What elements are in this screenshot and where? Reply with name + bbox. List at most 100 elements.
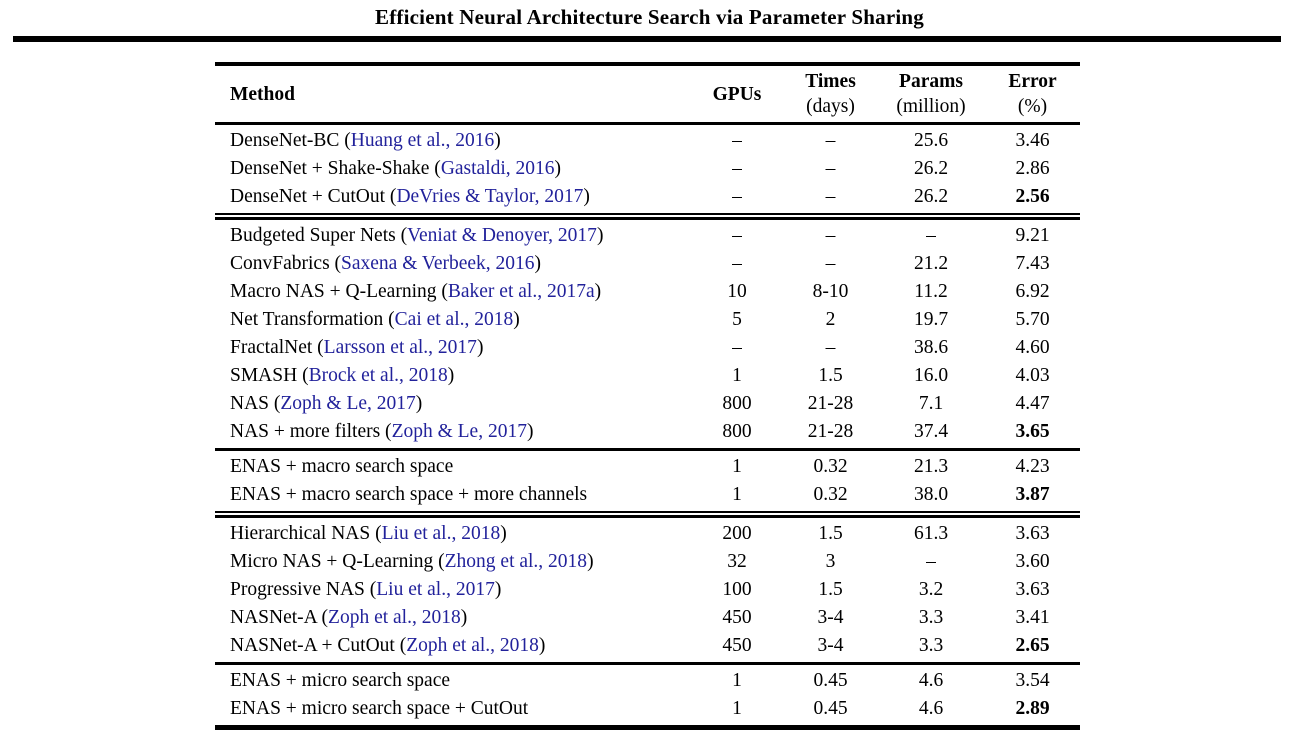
table-row: ENAS + macro search space + more channel… <box>215 481 1080 509</box>
header-rule <box>215 122 1080 125</box>
cell-method: Macro NAS + Q-Learning (Baker et al., 20… <box>215 278 690 306</box>
cell-gpus: – <box>732 253 742 274</box>
cell-params: 3.3 <box>918 607 944 628</box>
cell-times: 1.5 <box>818 523 843 544</box>
cell-times: 1.5 <box>818 579 843 600</box>
cell-times: – <box>825 337 836 358</box>
cell-params: 4.6 <box>918 698 944 719</box>
section-separator-double <box>215 511 1080 518</box>
cell-method: DenseNet + Shake-Shake (Gastaldi, 2016) <box>215 155 690 183</box>
cell-params: 4.6 <box>918 670 944 691</box>
table-body: DenseNet-BC (Huang et al., 2016) – – 25.6 3.… <box>215 125 1080 725</box>
cell-times: 0.32 <box>813 484 848 505</box>
method-name: NAS + more filters ( <box>230 421 392 442</box>
cell-method: NAS + more filters (Zoph & Le, 2017) <box>215 418 690 446</box>
citation-link[interactable]: Huang et al., 2016 <box>350 130 495 151</box>
cell-method: ENAS + micro search space <box>215 667 690 695</box>
cell-params: – <box>926 551 936 572</box>
cell-times: – <box>825 158 836 179</box>
cell-gpus: 10 <box>727 281 747 302</box>
table-row: Progressive NAS (Liu et al., 2017) 100 1.5… <box>215 576 1080 604</box>
citation-link[interactable]: Cai et al., 2018 <box>394 309 514 330</box>
method-name-close: ) <box>534 253 542 274</box>
cell-params: 37.4 <box>913 421 949 442</box>
citation-link[interactable]: Zoph & Le, 2017 <box>391 421 527 442</box>
citation-link[interactable]: Larsson et al., 2017 <box>323 337 477 358</box>
col-header-times: Times (days) <box>805 71 856 117</box>
citation-link[interactable]: Liu et al., 2017 <box>376 579 495 600</box>
cell-gpus: 32 <box>727 551 747 572</box>
table-row: Hierarchical NAS (Liu et al., 2018) 200 1.… <box>215 520 1080 548</box>
method-name: DenseNet + CutOut ( <box>230 186 397 207</box>
method-name: ENAS + micro search space <box>230 670 451 691</box>
cell-gpus: – <box>732 130 742 151</box>
method-name-close: ) <box>500 523 507 544</box>
citation-link[interactable]: Gastaldi, 2016 <box>440 158 555 179</box>
method-name-close: ) <box>476 337 484 358</box>
cell-gpus: 800 <box>722 393 752 414</box>
cell-method: ENAS + macro search space + more channel… <box>215 481 690 509</box>
cell-times: 0.32 <box>813 456 848 477</box>
cell-error: 3.87 <box>1015 484 1050 505</box>
cell-error: 4.47 <box>1015 393 1050 414</box>
cell-method: ConvFabrics (Saxena & Verbeek, 2016) <box>215 250 690 278</box>
method-name: Hierarchical NAS ( <box>230 523 382 544</box>
cell-gpus: 450 <box>722 635 752 656</box>
citation-link[interactable]: DeVries & Taylor, 2017 <box>396 186 584 207</box>
citation-link[interactable]: Zoph & Le, 2017 <box>280 393 416 414</box>
cell-error: 3.41 <box>1015 607 1050 628</box>
cell-times: 21-28 <box>807 421 854 442</box>
table-group: ENAS + macro search space 1 0.32 21.3 4.23 EN… <box>215 451 1080 511</box>
citation-link[interactable]: Liu et al., 2018 <box>381 523 501 544</box>
method-name: DenseNet + Shake-Shake ( <box>230 158 441 179</box>
col-header-params: Params (million) <box>896 71 966 117</box>
cell-gpus: – <box>732 225 742 246</box>
cell-times: 0.45 <box>813 698 848 719</box>
method-name-close: ) <box>596 225 604 246</box>
cell-params: 16.0 <box>913 365 949 386</box>
citation-link[interactable]: Zoph et al., 2018 <box>406 635 539 656</box>
section-separator-double <box>215 213 1080 220</box>
cell-method: NAS (Zoph & Le, 2017) <box>215 390 690 418</box>
table-row: DenseNet-BC (Huang et al., 2016) – – 25.6 3.… <box>215 127 1080 155</box>
table-group: ENAS + micro search space 1 0.45 4.6 3.54 ENA… <box>215 665 1080 725</box>
cell-error: 3.65 <box>1015 421 1050 442</box>
citation-link[interactable]: Saxena & Verbeek, 2016 <box>341 253 535 274</box>
method-name: SMASH ( <box>230 365 309 386</box>
cell-error: 3.63 <box>1015 523 1050 544</box>
citation-link[interactable]: Brock et al., 2018 <box>308 365 448 386</box>
method-name: Budgeted Super Nets ( <box>230 225 408 246</box>
cell-params: 7.1 <box>918 393 944 414</box>
results-table: Method GPUs Times (days) Params (million… <box>215 62 1080 730</box>
table-row: ENAS + micro search space 1 0.45 4.6 3.54 <box>215 667 1080 695</box>
method-name-close: ) <box>538 635 546 656</box>
cell-times: 8-10 <box>812 281 849 302</box>
cell-params: 19.7 <box>913 309 949 330</box>
cell-method: Progressive NAS (Liu et al., 2017) <box>215 576 690 604</box>
citation-link[interactable]: Baker et al., 2017a <box>447 281 595 302</box>
cell-method: DenseNet + CutOut (DeVries & Taylor, 201… <box>215 183 690 211</box>
method-name-close: ) <box>554 158 562 179</box>
method-name-close: ) <box>447 365 455 386</box>
table-row: SMASH (Brock et al., 2018) 1 1.5 16.0 4.03 <box>215 362 1080 390</box>
cell-gpus: – <box>732 337 742 358</box>
citation-link[interactable]: Zhong et al., 2018 <box>444 551 588 572</box>
citation-link[interactable]: Zoph et al., 2018 <box>328 607 461 628</box>
table-row: Budgeted Super Nets (Veniat & Denoyer, 2… <box>215 222 1080 250</box>
cell-params: 25.6 <box>913 130 949 151</box>
table-row: DenseNet + CutOut (DeVries & Taylor, 201… <box>215 183 1080 211</box>
cell-times: – <box>825 253 836 274</box>
cell-times: 21-28 <box>807 393 854 414</box>
citation-link[interactable]: Veniat & Denoyer, 2017 <box>407 225 597 246</box>
cell-params: 26.2 <box>913 158 949 179</box>
cell-gpus: 1 <box>732 456 742 477</box>
cell-method: NASNet-A (Zoph et al., 2018) <box>215 604 690 632</box>
paper-title: Efficient Neural Architecture Search via… <box>375 5 924 29</box>
cell-gpus: 5 <box>732 309 742 330</box>
table-header-row: Method GPUs Times (days) Params (million… <box>215 66 1080 122</box>
table-row: NAS + more filters (Zoph & Le, 2017) 800 2… <box>215 418 1080 446</box>
table-row: Micro NAS + Q-Learning (Zhong et al., 20… <box>215 548 1080 576</box>
cell-error: 7.43 <box>1015 253 1050 274</box>
table-row: ConvFabrics (Saxena & Verbeek, 2016) – – 21… <box>215 250 1080 278</box>
